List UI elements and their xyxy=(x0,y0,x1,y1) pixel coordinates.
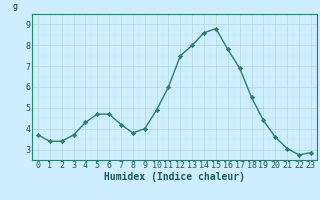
Text: g: g xyxy=(13,2,18,11)
X-axis label: Humidex (Indice chaleur): Humidex (Indice chaleur) xyxy=(104,172,245,182)
